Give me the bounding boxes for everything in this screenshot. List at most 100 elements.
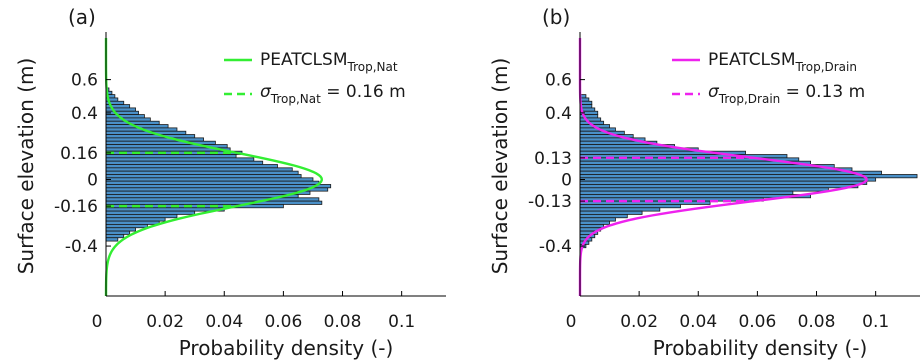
histogram-bar [105, 157, 255, 162]
panel-label: (a) [68, 5, 96, 29]
legend-entry-2: σTrop,Nat = 0.16 m [260, 82, 406, 106]
histogram-bar [579, 164, 835, 169]
histogram-bar [579, 180, 868, 185]
histogram-bar [105, 227, 136, 232]
histogram-bar [105, 207, 225, 212]
histogram-bar [105, 180, 320, 185]
legend-entry-1-sub: Trop,Drain [795, 60, 857, 74]
x-tick-label: 0.1 [388, 312, 415, 332]
y-tick-label: 0.6 [545, 71, 572, 91]
legend-entry-2-after: = 0.13 m [780, 82, 865, 102]
histogram-bar [105, 237, 119, 242]
sigma-lines [580, 156, 754, 203]
histogram-bar [579, 204, 681, 209]
histogram-bar [105, 137, 204, 142]
x-tick-label: 0.04 [679, 312, 717, 332]
y-tick-label: 0.4 [545, 104, 572, 124]
x-tick-label: 0.08 [324, 312, 362, 332]
histogram-bar [105, 160, 264, 165]
histogram-bar [105, 164, 278, 169]
y-tick-label: 0.6 [71, 71, 98, 91]
histogram-bar [579, 187, 829, 192]
histogram-bar [105, 177, 314, 182]
histogram-bar [105, 234, 125, 239]
legend-entry-2-after: = 0.16 m [321, 82, 406, 102]
histogram-bar [105, 224, 148, 229]
histogram-bar [579, 210, 643, 215]
histogram-bar [579, 190, 794, 195]
histogram-bar [105, 190, 311, 195]
x-tick-label: 0.1 [862, 312, 889, 332]
axes [105, 32, 446, 297]
histogram-bar [579, 170, 882, 175]
histogram-bar [105, 107, 136, 112]
x-tick-label: 0.04 [205, 312, 243, 332]
y-tick-label: -0.4 [65, 237, 98, 257]
histogram-bar [105, 184, 332, 189]
histogram-bar [579, 214, 628, 219]
legend-entry-1: PEATCLSMTrop,Drain [708, 50, 857, 74]
axes [579, 32, 920, 297]
histogram-bar [105, 194, 299, 199]
histogram-bar [579, 207, 661, 212]
y-tick-label: -0.4 [539, 237, 572, 257]
histogram-bar [105, 134, 196, 139]
histogram-bar [105, 220, 160, 225]
y-tick-label: -0.13 [528, 192, 572, 212]
histogram-bar [105, 217, 166, 222]
histogram-bar [105, 210, 196, 215]
legend-entry-2: σTrop,Drain = 0.13 m [708, 82, 865, 106]
x-tick-label: 0.06 [264, 312, 302, 332]
histogram-bar [105, 197, 320, 202]
histogram-bar [579, 220, 610, 225]
x-ticks: 0 0.02 0.04 0.06 0.08 0.1 [92, 291, 415, 332]
x-axis-label: Probability density (-) [653, 336, 868, 360]
panel-label: (b) [542, 5, 570, 29]
panel-a: (a) 0.6 0.4 0.16 0 -0.16 -0.4 0 0.02 0.04 0.06 0.… [14, 5, 446, 360]
histogram-bar [579, 224, 605, 229]
legend-entry-1: PEATCLSMTrop,Nat [260, 50, 398, 74]
x-tick-label: 0.06 [738, 312, 776, 332]
x-ticks: 0 0.02 0.04 0.06 0.08 0.1 [566, 291, 889, 332]
histogram-bar [105, 214, 178, 219]
legend-entry-2-sub: Trop,Drain [718, 92, 780, 106]
y-tick-label: -0.16 [54, 197, 98, 217]
y-tick-label: 0.16 [60, 144, 98, 164]
y-tick-label: 0.4 [71, 104, 98, 124]
histogram-bars [105, 87, 332, 242]
y-ticks: 0.6 0.4 0.130-0.13 -0.4 [528, 71, 585, 257]
legend-entry-1-text: PEATCLSM [708, 50, 796, 70]
histogram-bar [579, 184, 859, 189]
histogram-bar [105, 174, 302, 179]
legend: PEATCLSMTrop,Drain σTrop,Drain = 0.13 m [672, 50, 865, 106]
panel-b: (b) 0.6 0.4 0.130-0.13 -0.4 0 0.02 0.04 0.06 0.… [488, 5, 920, 360]
legend-entry-1-sub: Trop,Nat [347, 60, 398, 74]
y-axis-label: Surface elevation (m) [488, 58, 512, 275]
histogram-bar [579, 117, 602, 122]
legend: PEATCLSMTrop,Nat σTrop,Nat = 0.16 m [224, 50, 406, 106]
legend-entry-1-text: PEATCLSM [260, 50, 348, 70]
y-tick-label: 0 [87, 170, 98, 190]
x-tick-label: 0.02 [620, 312, 658, 332]
histogram-bar [105, 117, 151, 122]
y-tick-label: 0 [561, 170, 572, 190]
x-tick-label: 0.08 [798, 312, 836, 332]
legend-entry-2-text: σ [708, 82, 720, 102]
histogram-bar [105, 230, 131, 235]
histogram-bar [105, 154, 237, 159]
x-tick-label: 0.02 [146, 312, 184, 332]
histogram-bar [579, 177, 877, 182]
x-axis-label: Probability density (-) [179, 336, 394, 360]
legend-entry-2-text: σ [260, 82, 272, 102]
histogram-bar [105, 200, 323, 205]
y-tick-label: 0.13 [534, 149, 572, 169]
legend-entry-2-sub: Trop,Nat [270, 92, 321, 106]
y-axis-label: Surface elevation (m) [14, 58, 38, 275]
y-ticks: 0.6 0.4 0.16 0 -0.16 -0.4 [54, 71, 111, 257]
histogram-bar [105, 167, 293, 172]
histogram-bar [105, 170, 299, 175]
histogram-bar [579, 217, 616, 222]
histogram-bar [579, 167, 853, 172]
histogram-bars [579, 94, 918, 249]
